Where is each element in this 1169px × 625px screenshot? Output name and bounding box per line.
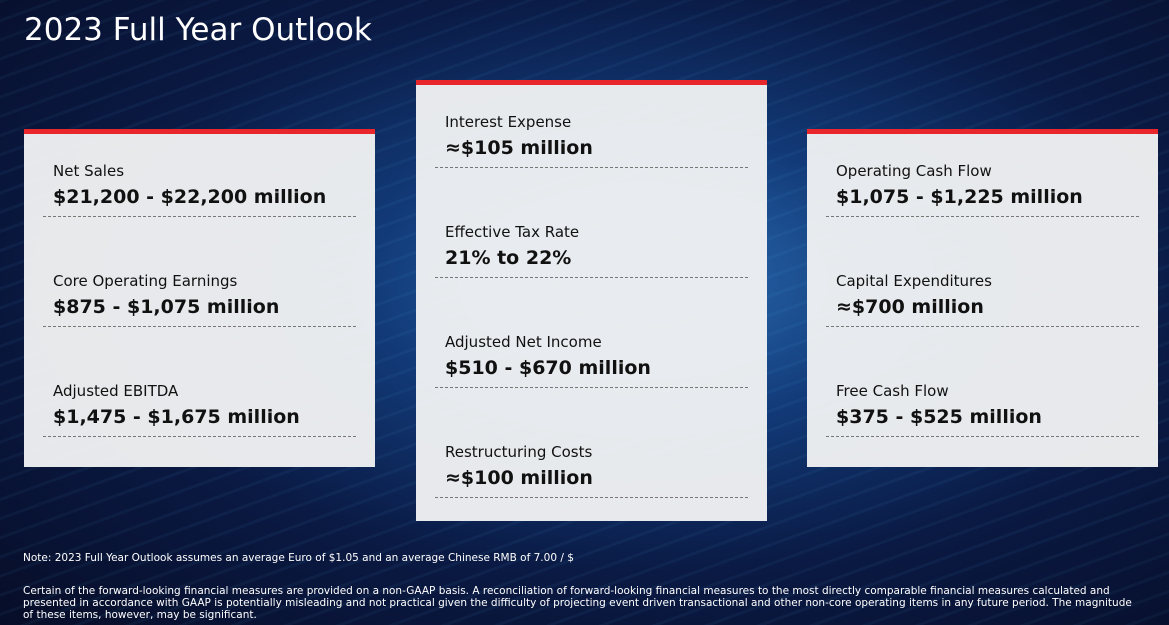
outlook-item: Free Cash Flow $375 - $525 million [826, 382, 1139, 437]
outlook-item: Interest Expense ≈$105 million [435, 113, 748, 168]
outlook-item: Adjusted Net Income $510 - $670 million [435, 333, 748, 388]
item-label: Restructuring Costs [445, 443, 593, 461]
panel: Net Sales $21,200 - $22,200 million Core O… [24, 129, 375, 467]
disclaimer: Certain of the forward-looking financial… [23, 585, 1132, 621]
item-label: Core Operating Earnings [53, 272, 238, 290]
item-value: $1,475 - $1,675 million [53, 406, 300, 428]
item-label: Adjusted EBITDA [53, 382, 179, 400]
item-value: $1,075 - $1,225 million [836, 186, 1083, 208]
title: 2023 Full Year Outlook [24, 12, 372, 48]
outlook-item: Net Sales $21,200 - $22,200 million [43, 162, 356, 217]
outlook-item: Effective Tax Rate 21% to 22% [435, 223, 748, 278]
item-value: ≈$105 million [445, 137, 593, 159]
panel: Operating Cash Flow $1,075 - $1,225 milli… [807, 129, 1158, 467]
item-value: ≈$700 million [836, 296, 984, 318]
item-label: Operating Cash Flow [836, 162, 992, 180]
outlook-item: Core Operating Earnings $875 - $1,075 mil… [43, 272, 356, 327]
outlook-item: Restructuring Costs ≈$100 million [435, 443, 748, 498]
item-label: Interest Expense [445, 113, 572, 131]
item-value: $21,200 - $22,200 million [53, 186, 327, 208]
item-value: $875 - $1,075 million [53, 296, 280, 318]
outlook-item: Capital Expenditures ≈$700 million [826, 272, 1139, 327]
item-value: $510 - $670 million [445, 357, 651, 379]
item-value: 21% to 22% [445, 247, 572, 269]
panel: Interest Expense ≈$105 million Effective T… [416, 80, 767, 521]
item-value: $375 - $525 million [836, 406, 1042, 428]
item-label: Net Sales [53, 162, 125, 180]
note: Note: 2023 Full Year Outlook assumes an … [23, 552, 574, 564]
item-label: Capital Expenditures [836, 272, 992, 290]
outlook-item: Adjusted EBITDA $1,475 - $1,675 million [43, 382, 356, 437]
item-value: ≈$100 million [445, 467, 593, 489]
item-label: Free Cash Flow [836, 382, 949, 400]
outlook-item: Operating Cash Flow $1,075 - $1,225 milli… [826, 162, 1139, 217]
item-label: Adjusted Net Income [445, 333, 602, 351]
item-label: Effective Tax Rate [445, 223, 580, 241]
